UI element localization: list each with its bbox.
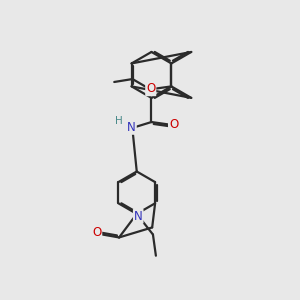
Text: N: N bbox=[127, 121, 136, 134]
Text: H: H bbox=[115, 116, 123, 126]
Text: N: N bbox=[134, 210, 142, 223]
Text: O: O bbox=[92, 226, 101, 239]
Text: O: O bbox=[146, 82, 155, 95]
Text: O: O bbox=[169, 118, 178, 131]
